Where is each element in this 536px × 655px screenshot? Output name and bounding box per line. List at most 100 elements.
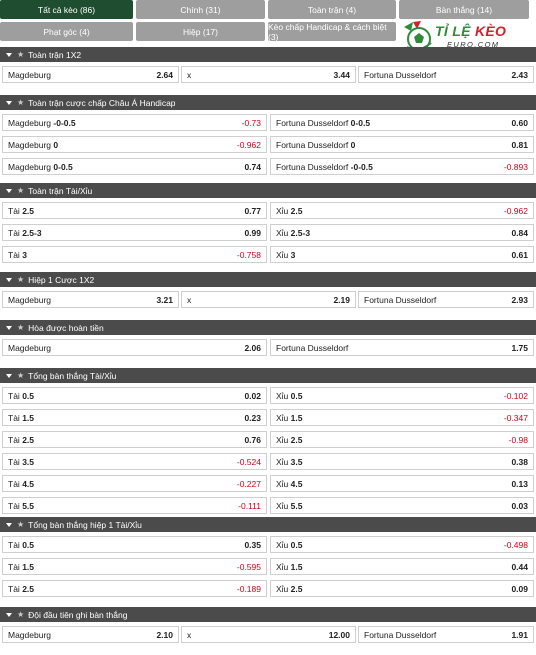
odds-cell[interactable]: Magdeburg 2.10 xyxy=(2,626,179,643)
site-logo[interactable]: TỈ LỆ KÈO EURO.COM xyxy=(401,19,531,53)
handicap-line: 5.5 xyxy=(22,500,35,511)
odds-cell[interactable]: Fortuna Dusseldorf 0 0.81 xyxy=(270,136,534,153)
odds-cell[interactable]: Xỉu 0.5 -0.498 xyxy=(270,536,534,553)
odds-cell[interactable]: Xỉu 2.5 -0.962 xyxy=(270,202,534,219)
odds-cell[interactable]: Tài 1.5 -0.595 xyxy=(2,558,267,575)
odds-cell[interactable]: x 12.00 xyxy=(181,626,356,643)
handicap-line: 0.5 xyxy=(22,539,35,550)
odds-cell[interactable]: Tài 0.5 0.35 xyxy=(2,536,267,553)
odds-cell[interactable]: Fortuna Dusseldorf 0-0.5 0.60 xyxy=(270,114,534,131)
section-header[interactable]: ★ Tổng bàn thắng hiệp 1 Tài/Xỉu xyxy=(0,517,536,532)
odds-cell[interactable]: Xỉu 2.5-3 0.84 xyxy=(270,224,534,241)
selection-label: Tài 1.5 xyxy=(8,562,237,572)
selection-name: Magdeburg xyxy=(8,139,52,150)
section-header[interactable]: ★ Hiệp 1 Cược 1X2 xyxy=(0,272,536,287)
selection-label: Xỉu 3 xyxy=(276,250,511,260)
odds-cell[interactable]: Magdeburg 2.64 xyxy=(2,66,179,83)
favorite-star-icon[interactable]: ★ xyxy=(17,610,25,619)
odds-cell[interactable]: Tài 1.5 0.23 xyxy=(2,409,267,426)
selection-label: Fortuna Dusseldorf xyxy=(364,70,511,80)
selection-label: x xyxy=(187,70,333,80)
favorite-star-icon[interactable]: ★ xyxy=(17,50,25,59)
odds-cell[interactable]: Tài 2.5 0.77 xyxy=(2,202,267,219)
selection-name: Magdeburg xyxy=(8,342,52,353)
section-header[interactable]: ★ Tổng bàn thắng Tài/Xỉu xyxy=(0,368,536,383)
tab-all-markets[interactable]: Tất cả kèo (86) xyxy=(0,0,133,19)
odds-cell[interactable]: Magdeburg 2.06 xyxy=(2,339,267,356)
odds-value: 3.44 xyxy=(333,69,350,80)
odds-cell[interactable]: Fortuna Dusseldorf 2.93 xyxy=(358,291,534,308)
odds-cell[interactable]: Tài 2.5 -0.189 xyxy=(2,580,267,597)
favorite-star-icon[interactable]: ★ xyxy=(17,520,25,529)
odds-cell[interactable]: Tài 5.5 -0.111 xyxy=(2,497,267,514)
collapse-caret-icon[interactable] xyxy=(6,522,12,527)
selection-name: Xỉu xyxy=(276,205,289,216)
selection-label: Magdeburg 0 xyxy=(8,140,237,150)
handicap-line: 0-0.5 xyxy=(53,161,73,172)
tab-main[interactable]: Chính (31) xyxy=(136,0,265,19)
odds-cell[interactable]: Xỉu 3.5 0.38 xyxy=(270,453,534,470)
odds-cell[interactable]: Magdeburg 0-0.5 0.74 xyxy=(2,158,267,175)
odds-value: 0.76 xyxy=(244,434,261,445)
odds-cell[interactable]: Xỉu 3 0.61 xyxy=(270,246,534,263)
odds-cell[interactable]: x 3.44 xyxy=(181,66,356,83)
odds-cell[interactable]: Magdeburg 0 -0.962 xyxy=(2,136,267,153)
selection-name: Tài xyxy=(8,500,20,511)
tab-full-time[interactable]: Toàn trận (4) xyxy=(268,0,396,19)
favorite-star-icon[interactable]: ★ xyxy=(17,98,25,107)
tab-handicap[interactable]: Kèo chấp Handicap & cách biệt (3) xyxy=(268,22,396,42)
collapse-caret-icon[interactable] xyxy=(6,100,12,105)
collapse-caret-icon[interactable] xyxy=(6,373,12,378)
section-header[interactable]: ★ Đội đầu tiên ghi bàn thắng xyxy=(0,607,536,622)
selection-label: Xỉu 1.5 xyxy=(276,562,511,572)
selection-name: Fortuna Dusseldorf xyxy=(276,161,349,172)
odds-cell[interactable]: Fortuna Dusseldorf -0-0.5 -0.893 xyxy=(270,158,534,175)
favorite-star-icon[interactable]: ★ xyxy=(17,275,25,284)
odds-value: 0.74 xyxy=(244,161,261,172)
favorite-star-icon[interactable]: ★ xyxy=(17,371,25,380)
odds-cell[interactable]: Tài 0.5 0.02 xyxy=(2,387,267,404)
favorite-star-icon[interactable]: ★ xyxy=(17,186,25,195)
tab-corners[interactable]: Phạt góc (4) xyxy=(0,22,133,41)
odds-cell[interactable]: Fortuna Dusseldorf 1.75 xyxy=(270,339,534,356)
odds-cell[interactable]: Xỉu 1.5 0.44 xyxy=(270,558,534,575)
collapse-caret-icon[interactable] xyxy=(6,612,12,617)
handicap-line: 2.5 xyxy=(290,434,303,445)
section-header[interactable]: ★ Toàn trận 1X2 xyxy=(0,47,536,62)
odds-cell[interactable]: Fortuna Dusseldorf 1.91 xyxy=(358,626,534,643)
odds-cell[interactable]: Xỉu 2.5 0.09 xyxy=(270,580,534,597)
odds-cell[interactable]: Xỉu 0.5 -0.102 xyxy=(270,387,534,404)
favorite-star-icon[interactable]: ★ xyxy=(17,323,25,332)
collapse-caret-icon[interactable] xyxy=(6,325,12,330)
selection-name: Tài xyxy=(8,561,20,572)
odds-cell[interactable]: Magdeburg 3.21 xyxy=(2,291,179,308)
selection-label: Xỉu 5.5 xyxy=(276,501,511,511)
collapse-caret-icon[interactable] xyxy=(6,188,12,193)
section-header[interactable]: ★ Toàn trận Tài/Xỉu xyxy=(0,183,536,198)
odds-value: -0.73 xyxy=(241,117,261,128)
selection-label: Xỉu 1.5 xyxy=(276,413,504,423)
tab-half[interactable]: Hiệp (17) xyxy=(136,22,265,41)
section-title: Hòa được hoàn tiền xyxy=(28,322,104,333)
odds-cell[interactable]: Tài 4.5 -0.227 xyxy=(2,475,267,492)
odds-value: 0.84 xyxy=(511,227,528,238)
odds-cell[interactable]: Xỉu 4.5 0.13 xyxy=(270,475,534,492)
odds-cell[interactable]: Xỉu 2.5 -0.98 xyxy=(270,431,534,448)
selection-label: x xyxy=(187,295,333,305)
odds-cell[interactable]: Tài 3.5 -0.524 xyxy=(2,453,267,470)
odds-cell[interactable]: Tài 3 -0.758 xyxy=(2,246,267,263)
odds-cell[interactable]: Xỉu 1.5 -0.347 xyxy=(270,409,534,426)
odds-cell[interactable]: Magdeburg -0-0.5 -0.73 xyxy=(2,114,267,131)
collapse-caret-icon[interactable] xyxy=(6,52,12,57)
collapse-caret-icon[interactable] xyxy=(6,277,12,282)
section-title: Toàn trận Tài/Xỉu xyxy=(28,185,93,196)
tab-goals[interactable]: Bàn thắng (14) xyxy=(399,0,529,19)
section-header[interactable]: ★ Hòa được hoàn tiền xyxy=(0,320,536,335)
selection-name: Xỉu xyxy=(276,561,289,572)
odds-cell[interactable]: Xỉu 5.5 0.03 xyxy=(270,497,534,514)
odds-cell[interactable]: Fortuna Dusseldorf 2.43 xyxy=(358,66,534,83)
odds-cell[interactable]: Tài 2.5 0.76 xyxy=(2,431,267,448)
odds-cell[interactable]: Tài 2.5-3 0.99 xyxy=(2,224,267,241)
odds-cell[interactable]: x 2.19 xyxy=(181,291,356,308)
section-header[interactable]: ★ Toàn trận cược chấp Châu Á Handicap xyxy=(0,95,536,110)
